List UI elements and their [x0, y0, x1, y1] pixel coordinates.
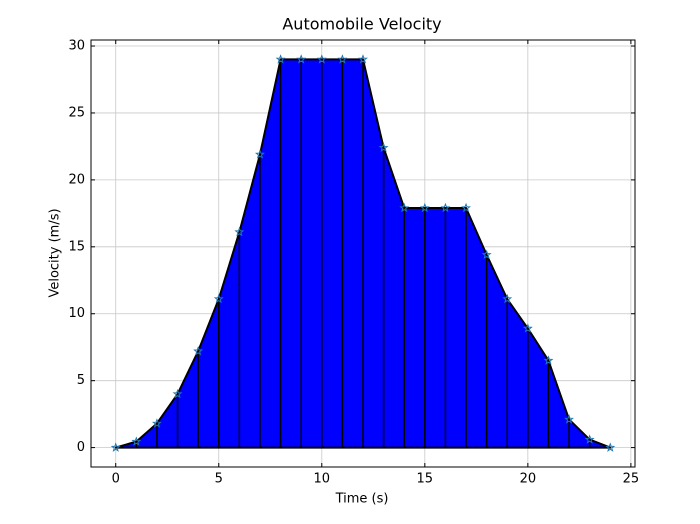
x-axis-label: Time (s) [335, 492, 389, 507]
marker [337, 54, 348, 64]
marker [358, 54, 368, 64]
marker [419, 202, 430, 213]
marker [564, 414, 575, 424]
x-tick-label: 10 [314, 472, 331, 487]
marker [110, 442, 121, 452]
y-tick-label: 15 [68, 239, 85, 254]
y-tick-label: 20 [68, 172, 85, 187]
y-tick-label: 5 [77, 373, 85, 388]
x-tick-label: 25 [623, 472, 640, 487]
marker [172, 388, 183, 399]
x-tick-label: 20 [520, 472, 537, 487]
y-axis-label: Velocity (m/s) [48, 208, 63, 297]
marker [378, 142, 389, 152]
y-tick-label: 0 [77, 440, 85, 455]
marker [234, 226, 245, 237]
marker [193, 345, 204, 356]
marker [605, 442, 616, 452]
marker [502, 293, 513, 304]
chart-title: Automobile Velocity [282, 15, 441, 34]
marker [481, 249, 492, 260]
x-tick-label: 5 [215, 472, 223, 487]
marker [296, 54, 307, 64]
y-tick-label: 25 [68, 105, 85, 120]
marker [213, 293, 224, 304]
plot-frame [90, 39, 636, 468]
marker [543, 355, 554, 365]
y-tick-label: 30 [68, 39, 85, 54]
x-tick-label: 15 [417, 472, 434, 487]
y-tick-label: 10 [68, 306, 85, 321]
marker [584, 434, 595, 444]
x-tick-label: 0 [112, 472, 120, 487]
marker [255, 149, 265, 159]
marker [440, 202, 451, 213]
marker [522, 323, 533, 333]
marker [461, 202, 471, 213]
marker [275, 54, 286, 64]
marker [316, 54, 327, 64]
marker [131, 436, 142, 446]
marker [399, 202, 410, 213]
marker [151, 418, 162, 428]
